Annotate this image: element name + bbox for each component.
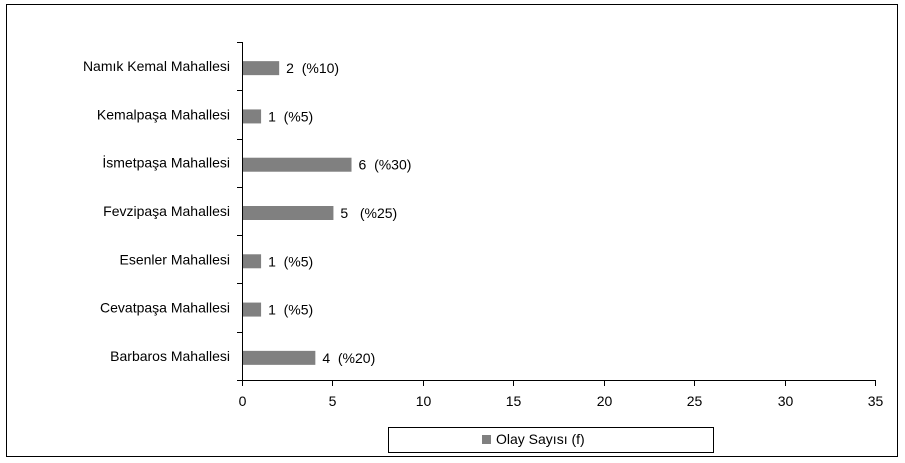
legend-box — [388, 427, 714, 453]
legend-swatch — [482, 435, 491, 444]
data-label: 2 (%10) — [286, 60, 339, 76]
x-tick-label: 30 — [778, 393, 794, 409]
x-tick-label: 20 — [597, 393, 613, 409]
data-label: 1 (%5) — [268, 302, 313, 318]
chart-border — [6, 4, 898, 457]
legend: Olay Sayısı (f) — [388, 427, 714, 453]
category-label: Fevzipaşa Mahallesi — [103, 203, 230, 219]
x-tick-label: 10 — [416, 393, 432, 409]
x-tick-label: 35 — [868, 393, 884, 409]
legend-label: Olay Sayısı (f) — [496, 431, 585, 447]
bar — [243, 61, 280, 76]
category-label: Namık Kemal Mahallesi — [83, 58, 230, 74]
bar — [243, 109, 262, 124]
x-tick-label: 15 — [506, 393, 522, 409]
data-label: 1 (%5) — [268, 108, 313, 124]
x-tick-label: 25 — [687, 393, 703, 409]
bar — [243, 350, 316, 365]
category-label: Esenler Mahallesi — [120, 251, 231, 267]
bar — [243, 157, 352, 172]
data-label: 4 (%20) — [322, 350, 375, 366]
category-label: Barbaros Mahallesi — [110, 348, 230, 364]
category-label: İsmetpaşa Mahallesi — [102, 154, 230, 171]
x-tick-label: 0 — [239, 393, 247, 409]
category-label: Cevatpaşa Mahallesi — [100, 300, 230, 316]
data-label: 1 (%5) — [268, 253, 313, 269]
x-tick-label: 5 — [329, 393, 337, 409]
data-label: 5 (%25) — [340, 205, 397, 221]
bar — [243, 254, 262, 269]
data-label: 6 (%30) — [359, 157, 412, 173]
category-label: Kemalpaşa Mahallesi — [97, 106, 230, 122]
bar — [243, 302, 262, 317]
bar — [243, 206, 334, 220]
plot-area: 0 5 10 15 20 25 30 35 Namık Kemal Mahallesi 2 (%1… — [83, 42, 884, 409]
